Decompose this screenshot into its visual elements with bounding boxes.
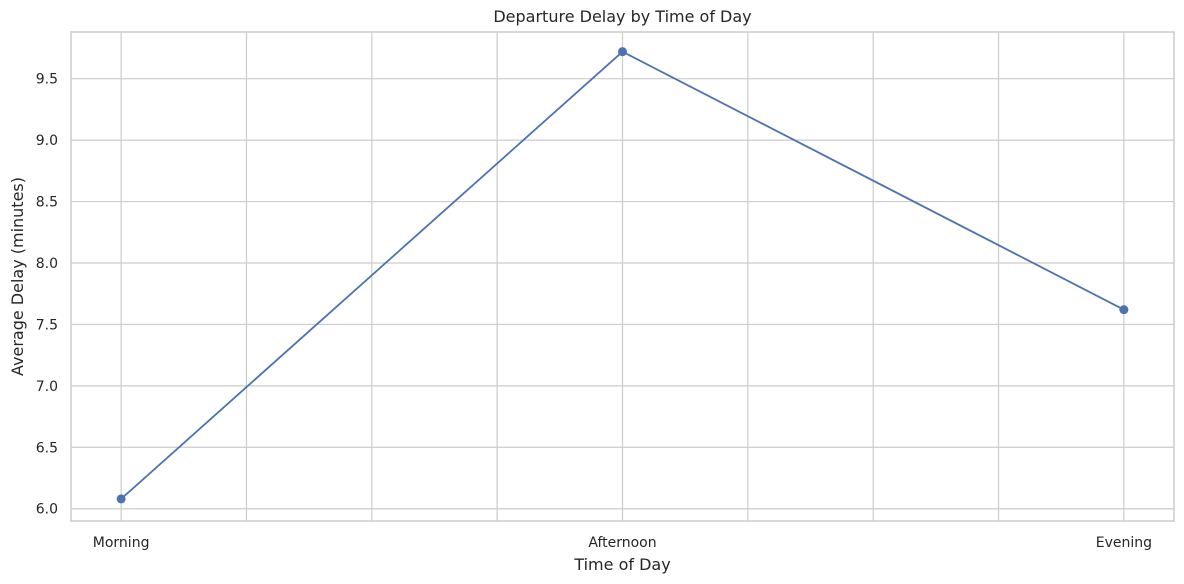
x-tick-label: Morning (93, 535, 150, 551)
y-axis-ticks: 6.0 6.5 7.0 7.5 8.0 8.5 9.0 9.5 (36, 72, 58, 518)
grid-layer (71, 32, 1174, 521)
y-tick-label: 7.0 (36, 379, 58, 395)
data-point (618, 47, 627, 57)
plot-frame (70, 31, 1175, 522)
chart-title: Departure Delay by Time of Day (493, 7, 751, 26)
y-tick-label: 7.5 (36, 317, 58, 333)
x-tick-label: Afternoon (588, 535, 656, 551)
x-axis-label: Time of Day (573, 555, 670, 574)
y-tick-label: 8.5 (36, 195, 58, 211)
y-axis-label: Average Delay (minutes) (8, 177, 27, 376)
x-tick-label: Evening (1096, 535, 1152, 551)
y-tick-label: 6.0 (36, 502, 58, 518)
y-tick-label: 8.0 (36, 256, 58, 272)
y-tick-label: 9.5 (36, 72, 58, 88)
y-tick-label: 6.5 (36, 440, 58, 456)
data-point (116, 494, 126, 504)
data-point (1119, 305, 1129, 315)
y-tick-label: 9.0 (36, 133, 58, 149)
x-axis-ticks: Morning Afternoon Evening (93, 535, 1152, 551)
series-layer (116, 47, 1129, 504)
